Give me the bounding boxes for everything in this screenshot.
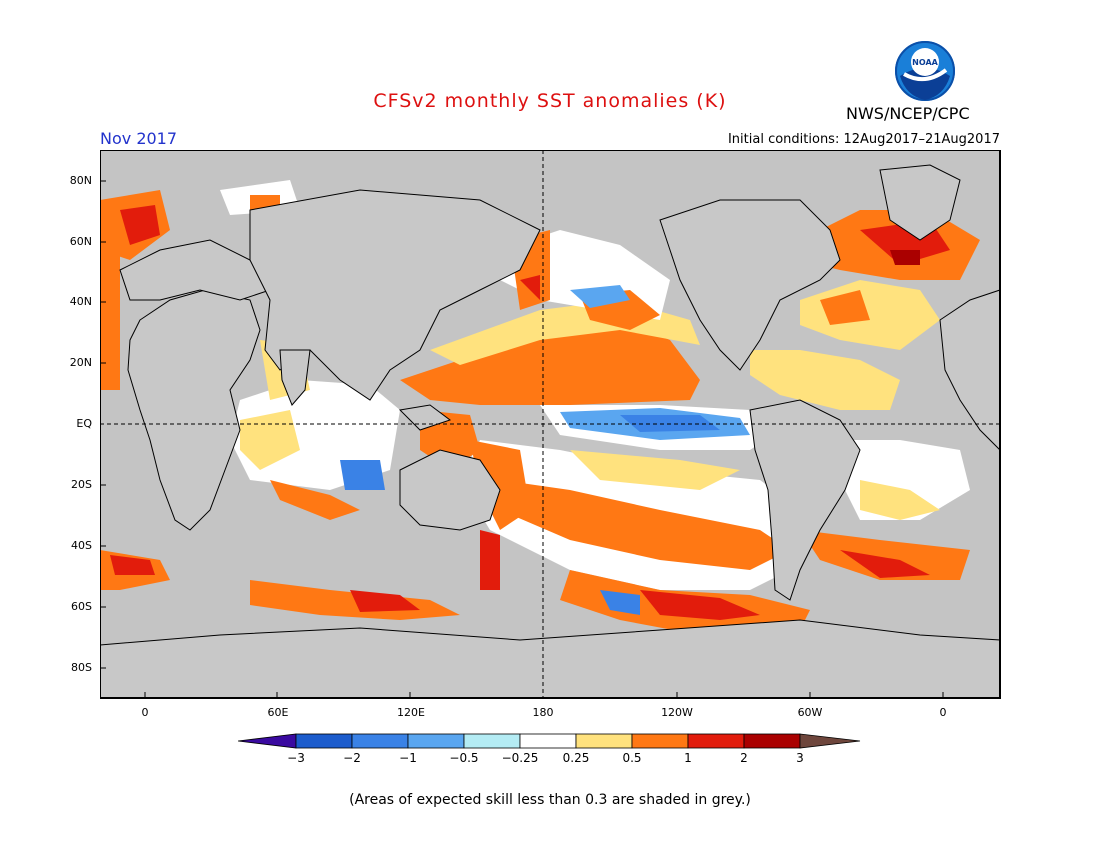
sst-anomaly-map (100, 150, 1001, 699)
colorbar-label: −3 (287, 751, 305, 765)
colorbar-segment (295, 733, 353, 749)
colorbar-label: −0.5 (449, 751, 479, 765)
noaa-logo: NOAA (895, 41, 955, 101)
lat-label-60n: 60N (69, 235, 92, 248)
lat-label-40n: 40N (69, 295, 92, 308)
europe-land (119, 239, 271, 301)
colorbar-label: 2 (740, 751, 748, 765)
colorbar-segment (575, 733, 633, 749)
colorbar-segment (743, 733, 801, 749)
lon-label-180: 180 (532, 706, 554, 719)
colorbar-segment (463, 733, 521, 749)
south-america-land (749, 399, 861, 601)
lat-label-80s: 80S (71, 661, 92, 674)
ocean-anomaly-fields (100, 180, 980, 635)
organization-label: NWS/NCEP/CPC (846, 104, 970, 123)
forecast-month: Nov 2017 (100, 129, 178, 148)
chart-title: CFSv2 monthly SST anomalies (K) (373, 90, 727, 112)
colorbar-label: 1 (684, 751, 692, 765)
lon-label-60w: 60W (797, 706, 823, 719)
africa-land-east-repeat (939, 289, 1001, 452)
india-land (279, 349, 311, 406)
lat-label-80n: 80N (69, 174, 92, 187)
land-masses (100, 164, 1001, 699)
lat-label-20n: 20N (69, 356, 92, 369)
lat-label-60s: 60S (71, 600, 92, 613)
colorbar-label: −2 (343, 751, 361, 765)
colorbar-label: 0.5 (622, 751, 642, 765)
colorbar-label: 3 (796, 751, 804, 765)
colorbar (238, 733, 861, 749)
colorbar-segment (407, 733, 465, 749)
colorbar-segment (687, 733, 745, 749)
logo-text: NOAA (912, 58, 938, 67)
australia-land (399, 449, 501, 531)
skill-footnote: (Areas of expected skill less than 0.3 a… (349, 792, 751, 808)
lon-label-0-east: 0 (939, 706, 947, 719)
greenland-land (879, 164, 961, 241)
colorbar-segment (351, 733, 409, 749)
north-america-land (659, 199, 841, 371)
asia-land (249, 189, 541, 401)
lat-label-eq: EQ (76, 417, 92, 430)
lat-label-40s: 40S (71, 539, 92, 552)
lat-label-20s: 20S (71, 478, 92, 491)
axis-ticks (100, 180, 944, 698)
colorbar-label: −1 (399, 751, 417, 765)
lon-label-0-west: 0 (141, 706, 149, 719)
colorbar-label: 0.25 (562, 751, 590, 765)
colorbar-arrow-high (799, 733, 861, 749)
lon-label-60e: 60E (267, 706, 289, 719)
colorbar-segment (631, 733, 689, 749)
colorbar-arrow-low (238, 733, 297, 749)
initial-conditions: Initial conditions: 12Aug2017–21Aug2017 (727, 132, 1000, 147)
colorbar-segment (519, 733, 577, 749)
lon-label-120w: 120W (661, 706, 693, 719)
lon-label-120e: 120E (397, 706, 425, 719)
colorbar-label: −0.25 (501, 751, 539, 765)
